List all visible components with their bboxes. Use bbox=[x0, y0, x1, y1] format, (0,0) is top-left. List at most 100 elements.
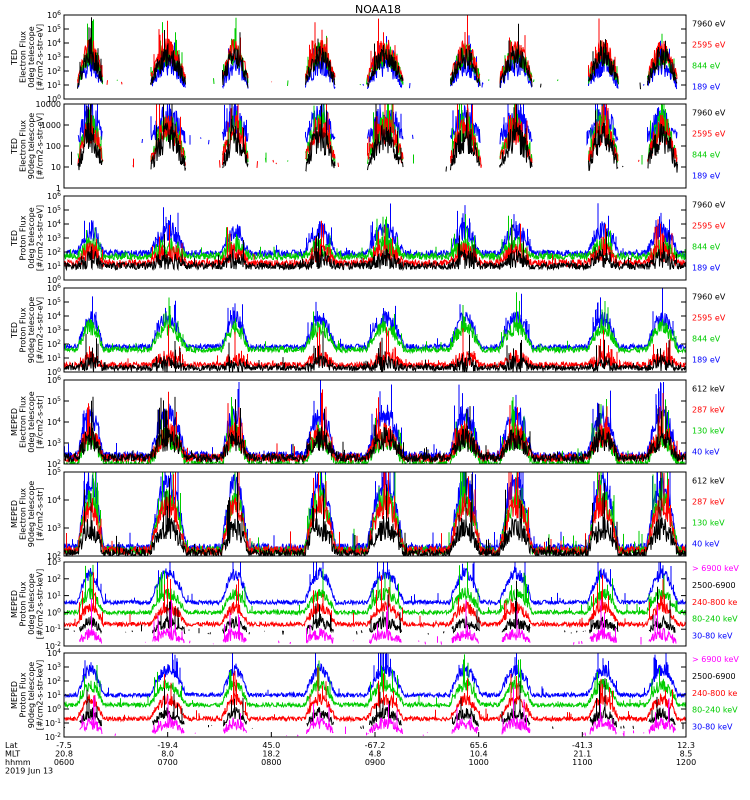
legend-entry: 30-80 keV bbox=[692, 631, 733, 640]
x-tick-label: 0700 bbox=[157, 758, 177, 767]
y-tick-label: 104 bbox=[47, 495, 61, 505]
ylabel-line: [#/cm2-s-str-eV] bbox=[36, 205, 45, 271]
legend-entry: 80-240 keV bbox=[692, 706, 738, 715]
y-tick-label: 103 bbox=[47, 325, 61, 335]
y-tick-label: 10-2 bbox=[45, 641, 61, 651]
ylabel-line: [#/cm2-s-str-keV] bbox=[36, 660, 45, 731]
ylabel-line: Electron Flux bbox=[19, 396, 28, 448]
ylabel-line: 90deg telescope bbox=[27, 481, 36, 548]
ylabel-line: [#/cm2-s-str-eV] bbox=[36, 24, 45, 90]
y-tick-label: 105 bbox=[47, 205, 61, 215]
legend-entry: 189 eV bbox=[692, 264, 721, 273]
ylabel-line: MEPED bbox=[10, 590, 19, 618]
y-tick-label: 102 bbox=[47, 574, 61, 584]
legend-entry: 612 keV bbox=[692, 385, 725, 394]
y-tick-label: 106 bbox=[47, 191, 61, 201]
ylabel-line: TED bbox=[10, 230, 19, 247]
ylabel-line: 0deg telescope bbox=[27, 207, 36, 268]
legend-entry: 40 keV bbox=[692, 540, 720, 549]
legend-entry: 2500-6900 bbox=[692, 672, 736, 681]
y-tick-label: 104 bbox=[47, 38, 61, 48]
ylabel-line: 90deg telescope bbox=[27, 113, 36, 180]
panel-ylabel: MEPEDProton Flux90deg telescope[#/cm2-s-… bbox=[10, 660, 45, 731]
y-tick-label: 100 bbox=[47, 367, 61, 377]
y-tick-label: 102 bbox=[47, 339, 61, 349]
series-line bbox=[64, 472, 686, 556]
ylabel-line: 0deg telescope bbox=[27, 573, 36, 634]
y-tick-label: 104 bbox=[47, 648, 61, 658]
legend-entry: > 6900 keV bbox=[692, 655, 739, 664]
x-tick-label: 8.0 bbox=[161, 750, 174, 759]
legend-entry: 7960 eV bbox=[692, 20, 726, 29]
y-tick-label: 103 bbox=[47, 438, 61, 448]
y-tick-label: 104 bbox=[47, 219, 61, 229]
series-line bbox=[64, 472, 686, 554]
series-line bbox=[64, 654, 686, 709]
panel-data bbox=[64, 380, 686, 464]
series-line bbox=[64, 224, 686, 272]
legend-entry: 189 eV bbox=[692, 172, 721, 181]
y-tick-label: 105 bbox=[47, 24, 61, 34]
y-tick-label: 103 bbox=[47, 662, 61, 672]
y-tick-label: 106 bbox=[47, 10, 61, 20]
ylabel-line: [#/cm2-s-str] bbox=[36, 395, 45, 448]
y-tick-label: 101 bbox=[47, 591, 61, 601]
y-tick-label: 10 bbox=[51, 163, 61, 172]
series-line bbox=[64, 562, 686, 607]
y-tick-label: 103 bbox=[47, 233, 61, 243]
y-tick-label: 100 bbox=[47, 704, 61, 714]
legend-entry: 2595 eV bbox=[692, 130, 726, 139]
y-tick-label: 10000 bbox=[36, 100, 61, 109]
panel-data bbox=[64, 653, 686, 736]
legend-entry: 130 keV bbox=[692, 519, 725, 528]
ylabel-line: TED bbox=[10, 49, 19, 66]
legend-entry: 40 keV bbox=[692, 448, 720, 457]
legend-entry: 7960 eV bbox=[692, 293, 726, 302]
y-tick-label: 102 bbox=[47, 459, 61, 469]
legend-entry: 2500-6900 bbox=[692, 581, 736, 590]
ylabel-line: Electron Flux bbox=[19, 31, 28, 83]
panel-ylabel: MEPEDElectron Flux90deg telescope[#/cm2-… bbox=[10, 481, 45, 548]
x-tick-label: 65.6 bbox=[470, 741, 488, 750]
x-tick-label: 20.8 bbox=[55, 750, 73, 759]
legend-entry: 844 eV bbox=[692, 62, 721, 71]
y-tick-label: 101 bbox=[47, 353, 61, 363]
legend-entry: 2595 eV bbox=[692, 222, 726, 231]
x-tick-label: 4.8 bbox=[369, 750, 382, 759]
panel-data bbox=[64, 203, 686, 272]
y-tick-label: 10-1 bbox=[45, 624, 61, 634]
x-tick-label: 12.3 bbox=[677, 741, 695, 750]
panel-ylabel: TEDElectron Flux0deg telescope[#/cm2-s-s… bbox=[10, 24, 45, 90]
series-line bbox=[64, 396, 686, 464]
y-tick-label: 106 bbox=[47, 375, 61, 385]
ylabel-line: 0deg telescope bbox=[27, 26, 36, 87]
x-tick-label: -67.2 bbox=[365, 741, 386, 750]
legend-entry: 844 eV bbox=[692, 335, 721, 344]
x-row-label: Lat bbox=[5, 741, 18, 750]
x-tick-label: -41.3 bbox=[572, 741, 593, 750]
y-tick-label: 100 bbox=[47, 275, 61, 285]
figure-title: NOAA18 bbox=[355, 3, 401, 16]
ylabel-line: Proton Flux bbox=[19, 215, 28, 260]
legend-entry: 7960 eV bbox=[692, 201, 726, 210]
y-tick-label: 103 bbox=[47, 523, 61, 533]
y-tick-label: 102 bbox=[47, 247, 61, 257]
x-tick-label: 0600 bbox=[54, 758, 74, 767]
y-tick-label: 100 bbox=[47, 94, 61, 104]
panel-data bbox=[64, 562, 686, 644]
time-axis-labels: Lat -7.5 -19.4 45.0 -67.2 65.6 -41.3 12.3 MLT 20.… bbox=[5, 732, 696, 776]
y-tick-label: 105 bbox=[47, 467, 61, 477]
ylabel-line: Proton Flux bbox=[19, 307, 28, 352]
x-tick-label: 1200 bbox=[676, 758, 696, 767]
panel-ylabel: TEDElectron Flux90deg telescope[#/cm2-s-… bbox=[10, 113, 45, 180]
x-tick-label: 0800 bbox=[261, 758, 281, 767]
ylabel-line: Electron Flux bbox=[19, 120, 28, 172]
legend-entry: 2595 eV bbox=[692, 314, 726, 323]
legend-entry: 612 keV bbox=[692, 477, 725, 486]
series-line bbox=[64, 331, 686, 372]
